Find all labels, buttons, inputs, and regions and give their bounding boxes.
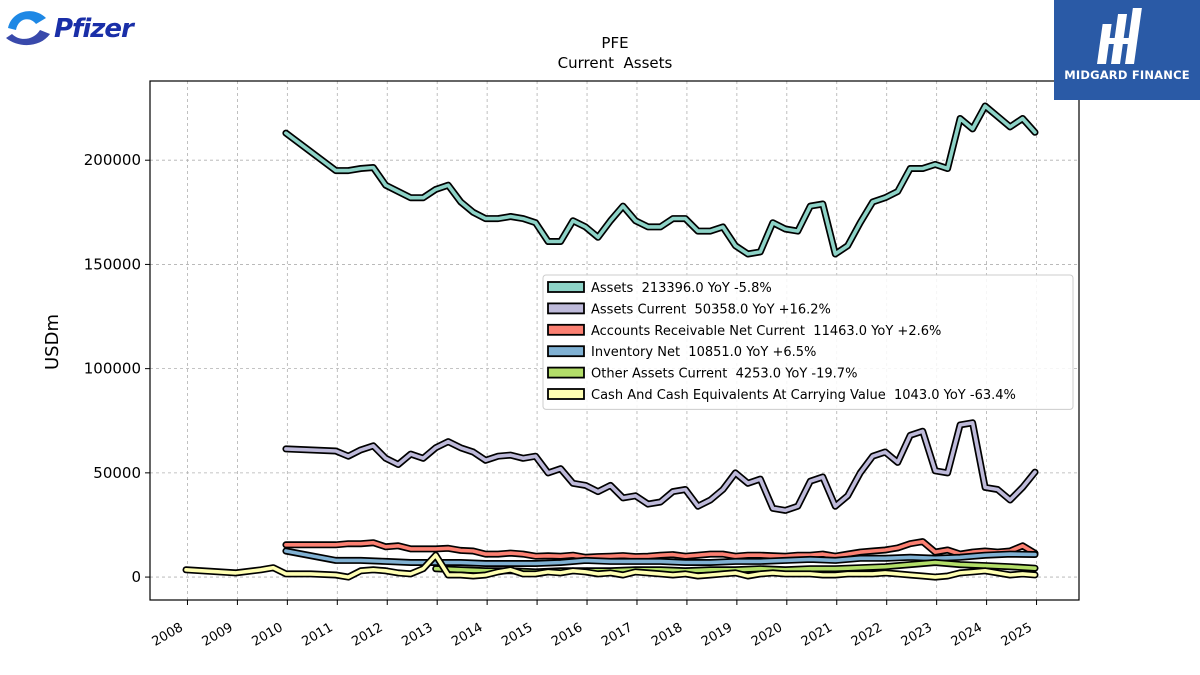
x-tick-label: 2017 xyxy=(599,620,635,650)
x-tick-label: 2012 xyxy=(349,620,385,650)
y-axis-label: USDm xyxy=(42,314,63,370)
series-line xyxy=(284,420,1037,513)
x-tick-label: 2019 xyxy=(699,620,735,650)
legend-swatch xyxy=(547,302,585,315)
chart-subtitle: Current Assets xyxy=(558,54,673,72)
x-tick-label: 2014 xyxy=(449,620,485,650)
midgard-monogram-icon xyxy=(1097,8,1142,64)
x-tick-label: 2024 xyxy=(949,620,985,650)
series-layer xyxy=(182,102,1039,581)
legend-swatch xyxy=(547,323,585,336)
pfizer-logo: Pfizer xyxy=(4,4,134,56)
midgard-finance-logo: MIDGARD FINANCE xyxy=(1054,0,1200,100)
x-tick-label: 2020 xyxy=(749,620,785,650)
y-tick-label: 100000 xyxy=(84,360,141,378)
legend-swatch xyxy=(547,281,585,293)
y-tick-label: 150000 xyxy=(84,255,141,273)
legend-label: Assets 213396.0 YoY -5.8% xyxy=(591,281,772,296)
x-tick-label: 2016 xyxy=(549,620,585,650)
x-tick-label: 2025 xyxy=(999,620,1035,650)
series-5 xyxy=(182,551,1039,581)
pfizer-swirl-icon xyxy=(6,11,50,46)
x-tick-label: 2022 xyxy=(849,620,885,650)
legend: Assets 213396.0 YoY -5.8% Assets Current … xyxy=(542,274,1074,410)
y-tick-label: 200000 xyxy=(84,151,141,169)
x-tick-label: 2009 xyxy=(200,620,236,650)
legend-label: Assets Current 50358.0 YoY +16.2% xyxy=(591,302,831,317)
series-line xyxy=(284,539,1037,560)
legend-swatch xyxy=(547,366,585,379)
legend-swatch xyxy=(547,345,585,358)
x-tick-label: 2010 xyxy=(250,620,286,650)
series-0 xyxy=(282,102,1039,258)
legend-swatch xyxy=(547,388,585,400)
y-tick-label: 0 xyxy=(131,568,141,586)
legend-label: Cash And Cash Equivalents At Carrying Va… xyxy=(591,388,1016,403)
x-tick-label: 2023 xyxy=(899,620,935,650)
x-axis: 2008 2009 2010 2011 2012 2013 2014 2015 2016 2017… xyxy=(150,600,1038,650)
y-axis: 0 50000 100000 150000 200000 xyxy=(84,151,150,586)
series-line xyxy=(284,104,1037,256)
x-tick-label: 2013 xyxy=(399,620,435,650)
plot-frame xyxy=(149,80,1080,601)
legend-label: Accounts Receivable Net Current 11463.0 … xyxy=(591,324,941,339)
x-tick-label: 2011 xyxy=(299,620,335,650)
chart-title: PFE xyxy=(601,34,628,52)
midgard-wordmark: MIDGARD FINANCE xyxy=(1064,68,1190,82)
legend-box xyxy=(542,274,1074,410)
x-tick-label: 2015 xyxy=(499,620,535,650)
legend-label: Inventory Net 10851.0 YoY +6.5% xyxy=(591,345,816,360)
x-tick-label: 2018 xyxy=(649,620,685,650)
series-2 xyxy=(282,538,1039,561)
series-1 xyxy=(282,419,1039,514)
y-tick-label: 50000 xyxy=(93,464,141,482)
pfizer-wordmark: Pfizer xyxy=(54,14,134,44)
x-tick-label: 2021 xyxy=(799,620,835,650)
series-line xyxy=(184,553,1037,579)
legend-label: Other Assets Current 4253.0 YoY -19.7% xyxy=(591,367,857,382)
x-tick-label: 2008 xyxy=(150,620,186,650)
